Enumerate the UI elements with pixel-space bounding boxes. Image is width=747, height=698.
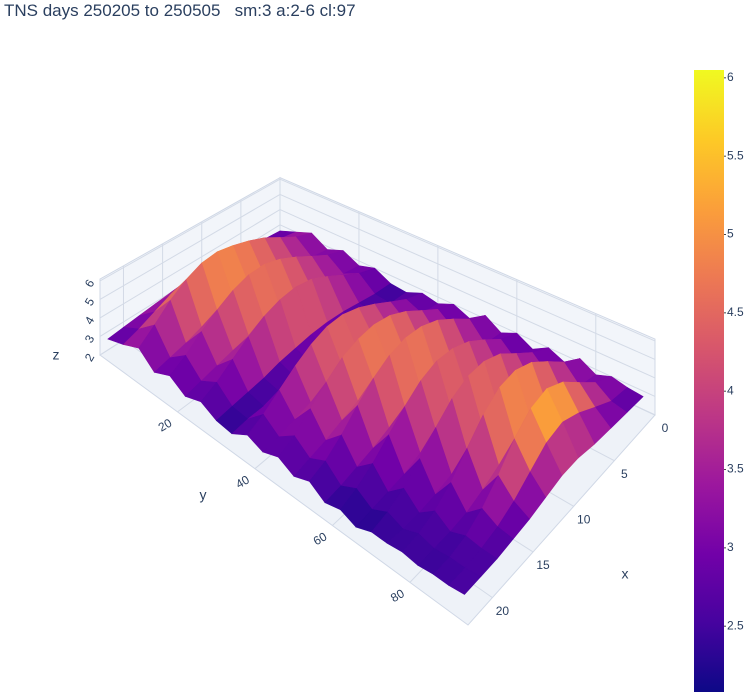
- colorbar: [694, 70, 724, 692]
- z-tick-label: 2: [82, 351, 98, 364]
- z-tick-label: 5: [82, 295, 98, 308]
- y-tick-label: 40: [233, 472, 252, 491]
- x-tick-label: 10: [577, 512, 591, 526]
- grid-line: [279, 193, 656, 360]
- chart-title: TNS days 250205 to 250505 sm:3 a:2-6 cl:…: [4, 1, 356, 20]
- grid-line: [279, 209, 656, 379]
- colorbar-tick-label: 4.5: [727, 305, 744, 319]
- grid-line: [99, 193, 281, 300]
- colorbar-tick-label: 4: [727, 383, 734, 397]
- colorbar-tick-label: 5: [727, 227, 734, 241]
- x-tick-label: 5: [621, 467, 628, 481]
- z-axis-title: z: [53, 347, 60, 363]
- colorbar-tick-label: 6: [727, 70, 734, 84]
- colorbar-tick-label: 5.5: [727, 148, 744, 162]
- grid-line: [99, 178, 281, 282]
- z-tick-label: 6: [82, 277, 98, 290]
- z-tick-label: 3: [82, 332, 98, 345]
- x-axis-title: x: [622, 566, 629, 582]
- y-tick-label: 80: [388, 586, 407, 605]
- grid-line: [279, 178, 656, 342]
- y-axis-title: y: [200, 487, 207, 503]
- surface-patch: [448, 567, 482, 595]
- colorbar-tick-label: 2.5: [727, 618, 744, 632]
- x-tick-label: 20: [496, 604, 510, 618]
- y-tick-label: 20: [156, 416, 175, 435]
- x-tick-label: 0: [662, 421, 669, 435]
- y-tick-label: 60: [311, 529, 330, 548]
- z-tick-label: 4: [82, 314, 98, 327]
- colorbar-tick-label: 3: [727, 540, 734, 554]
- colorbar-tick-label: 3.5: [727, 462, 744, 476]
- x-tick-label: 15: [536, 558, 550, 572]
- grid-line: [99, 209, 281, 319]
